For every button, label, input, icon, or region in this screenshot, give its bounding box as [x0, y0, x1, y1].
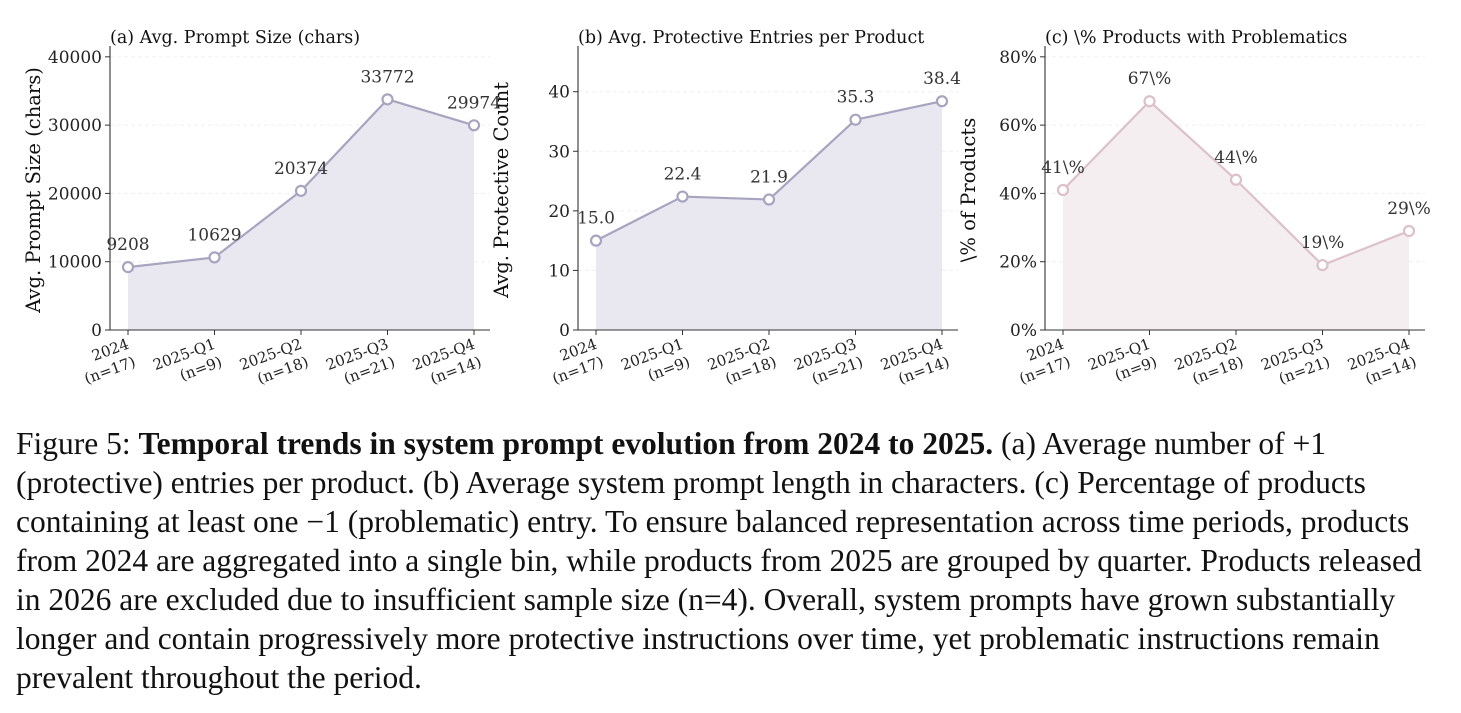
caption-title: Temporal trends in system prompt evoluti…: [138, 426, 994, 461]
y-tick-label: 0%: [1010, 321, 1037, 341]
y-tick-label: 40000: [48, 48, 102, 68]
x-tick-label: 2025-Q3(n=21): [324, 335, 398, 392]
y-tick-label: 20000: [48, 184, 102, 204]
data-point: [208, 251, 221, 264]
x-tick-label: 2025-Q3(n=21): [792, 335, 866, 392]
chart-panel-2: 0 10 20 30 40 2024(n=17) 2025-Q1(n=9) 2025-Q2(n…: [490, 28, 961, 392]
caption-body: (a) Average number of +1 (protective) en…: [16, 426, 1422, 695]
data-label: 22.4: [664, 165, 702, 185]
data-label: 35.3: [837, 88, 875, 108]
data-label: 9208: [106, 235, 149, 255]
data-point: [467, 119, 481, 132]
chart-panel-3: 0%20%40%60%80%2024(n=17) 2025-Q1(n=9) 2025…: [957, 28, 1431, 392]
figure-caption: Figure 5: Temporal trends in system prom…: [16, 424, 1446, 697]
data-label: 29\%: [1387, 199, 1431, 219]
x-tick-label: 2025-Q3(n=21): [1259, 335, 1333, 392]
data-point: [1229, 173, 1243, 186]
x-tick-label: 2024(n=17): [543, 335, 605, 388]
data-point: [381, 93, 394, 106]
y-tick-label: 0: [91, 321, 102, 341]
x-tick-label: 2025-Q1(n=9): [619, 335, 693, 392]
data-point: [121, 261, 135, 274]
data-label: 67\%: [1128, 69, 1172, 89]
x-tick-label: 2024(n=17): [1010, 335, 1072, 388]
data-point: [1056, 183, 1070, 197]
chart-panel-1: 0 10000 20000 30000 40000 2024(n=17) 2025-Q1(n…: [22, 28, 501, 392]
data-point: [1316, 259, 1329, 272]
chart-title: (b) Avg. Protective Entries per Product: [578, 28, 924, 48]
chart-title: (a) Avg. Prompt Size (chars): [110, 28, 360, 48]
y-axis-label: Avg. Prompt Size (chars): [22, 67, 45, 314]
data-label: 33772: [360, 67, 414, 87]
x-tick-label: 2025-Q2(n=18): [237, 335, 311, 392]
data-point: [849, 113, 862, 126]
data-label: 19\%: [1301, 233, 1345, 253]
y-tick-label: 60%: [999, 116, 1037, 136]
data-point: [589, 234, 603, 247]
data-point: [1402, 224, 1416, 238]
y-tick-label: 20%: [999, 253, 1037, 273]
x-tick-label: 2025-Q2(n=18): [1172, 335, 1246, 392]
x-tick-label: 2025-Q2(n=18): [705, 335, 779, 392]
x-tick-label: 2024(n=17): [75, 335, 137, 388]
data-point: [1143, 95, 1156, 108]
y-tick-label: 0: [559, 321, 570, 341]
x-tick-label: 2025-Q1(n=9): [1086, 335, 1160, 392]
x-tick-label: 2025-Q4(n=14): [878, 335, 952, 392]
y-tick-label: 40: [548, 83, 570, 103]
series-area: [1063, 101, 1409, 330]
data-label: 41\%: [1041, 158, 1085, 178]
data-label: 38.4: [923, 69, 961, 89]
caption-figure-label: Figure 5:: [16, 426, 131, 461]
x-tick-label: 2025-Q4(n=14): [410, 335, 484, 392]
figure-charts: 0 10000 20000 30000 40000 2024(n=17) 2025-Q1(n…: [22, 28, 1431, 392]
data-label: 10629: [187, 225, 241, 245]
chart-title: (c) \% Products with Problematics: [1045, 28, 1347, 48]
y-axis-label: Avg. Protective Count: [490, 82, 513, 299]
y-tick-label: 80%: [999, 48, 1037, 68]
data-label: 44\%: [1214, 148, 1258, 168]
series-area: [128, 99, 474, 330]
y-tick-label: 10000: [48, 253, 102, 273]
data-point: [294, 184, 308, 197]
data-label: 15.0: [577, 209, 615, 229]
x-tick-label: 2025-Q4(n=14): [1345, 335, 1419, 392]
y-axis-label: \% of Products: [957, 118, 980, 262]
data-label: 21.9: [750, 168, 788, 188]
data-point: [676, 190, 689, 203]
y-tick-label: 30: [548, 142, 570, 162]
x-tick-label: 2025-Q1(n=9): [151, 335, 225, 392]
series-area: [596, 101, 942, 330]
y-tick-label: 30000: [48, 116, 102, 136]
y-tick-label: 40%: [999, 184, 1037, 204]
data-point: [762, 193, 776, 206]
data-point: [935, 95, 949, 108]
y-tick-label: 10: [548, 261, 570, 281]
data-label: 29974: [447, 93, 501, 113]
y-tick-label: 20: [548, 202, 570, 222]
data-label: 20374: [274, 159, 328, 179]
